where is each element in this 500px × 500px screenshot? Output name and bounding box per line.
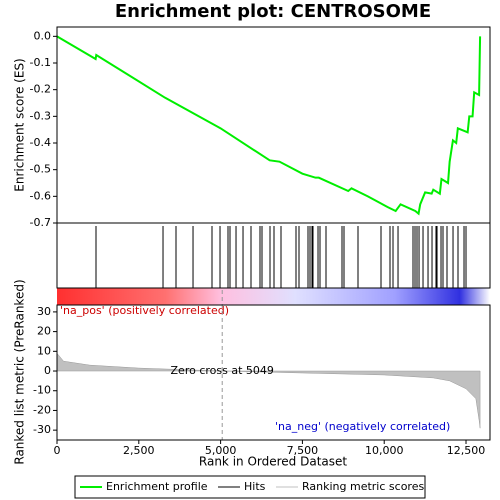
y-axis-label: Ranked list metric (PreRanked) — [13, 279, 27, 464]
y-tick-label: 30 — [37, 305, 51, 318]
legend — [74, 475, 426, 499]
y-axis-label: Enrichment score (ES) — [13, 58, 27, 191]
es-line — [56, 35, 482, 216]
y-tick-label: -0.5 — [30, 163, 51, 176]
y-tick-label: 0.0 — [34, 29, 52, 42]
y-tick-label: -0.4 — [30, 136, 51, 149]
x-tick-label: 5,000 — [205, 444, 237, 457]
y-tick-label: -0.2 — [30, 83, 51, 96]
y-tick-label: -10 — [33, 384, 51, 397]
neg-label: 'na_neg' (negatively correlated) — [275, 420, 450, 433]
y-tick-label: 20 — [37, 325, 51, 338]
x-tick-label: 10,000 — [365, 444, 404, 457]
x-tick-label: 2,500 — [123, 444, 155, 457]
y-tick-label: -30 — [33, 423, 51, 436]
y-tick-label: -20 — [33, 403, 51, 416]
plot-frame — [56, 304, 491, 441]
metric-area — [56, 352, 481, 429]
legend-label: Enrichment profile — [106, 480, 208, 493]
pos-label: 'na_pos' (positively correlated) — [60, 304, 229, 317]
plot-frame — [56, 26, 491, 289]
legend-label: Hits — [244, 480, 266, 493]
y-tick-label: 0 — [44, 364, 51, 377]
color-bar — [57, 288, 490, 305]
zero-cross-label: Zero cross at 5049 — [171, 364, 274, 377]
x-tick-label: 7,500 — [287, 444, 319, 457]
y-tick-label: 10 — [37, 344, 51, 357]
y-tick-label: -0.1 — [30, 56, 51, 69]
legend-label: Ranking metric scores — [302, 480, 424, 493]
y-tick-label: -0.6 — [30, 189, 51, 202]
x-tick-label: 12,500 — [447, 444, 486, 457]
chart-title: Enrichment plot: CENTROSOME — [115, 1, 431, 22]
y-tick-label: -0.3 — [30, 109, 51, 122]
x-tick-label: 0 — [54, 444, 61, 457]
x-axis-label: Rank in Ordered Dataset — [199, 455, 347, 469]
y-tick-label: -0.7 — [30, 216, 51, 229]
